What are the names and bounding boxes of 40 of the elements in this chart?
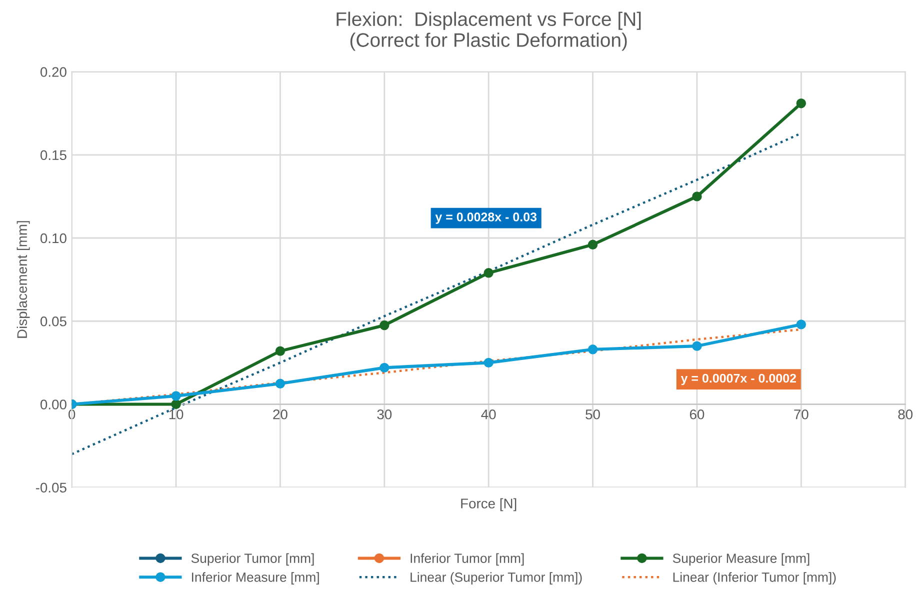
x-tick-label: 40: [481, 409, 496, 420]
point: [380, 320, 390, 330]
y-axis-title: Displacement [mm]: [16, 221, 30, 338]
point: [692, 192, 702, 202]
x-tick-label: 20: [273, 409, 288, 420]
legend-label: Inferior Tumor [mm]: [410, 553, 524, 566]
x-tick-label: 0: [68, 409, 76, 420]
x-axis-title: Force [N]: [461, 498, 516, 512]
x-tick-label: 50: [586, 409, 600, 420]
point: [796, 98, 806, 108]
y-tick-label: 0.20: [40, 67, 66, 77]
legend-label: Linear (Inferior Tumor [mm]): [673, 572, 836, 584]
point: [275, 378, 286, 388]
x-tick-label: 70: [794, 409, 808, 420]
point: [588, 344, 598, 354]
legend-label: Superior Tumor [mm]: [191, 553, 314, 566]
point: [380, 362, 390, 373]
legend-label: Superior Measure [mm]: [672, 553, 810, 566]
point: [171, 399, 181, 410]
x-tick-label: 10: [169, 409, 184, 420]
y-tick-label: 0.05: [40, 316, 66, 326]
point: [484, 268, 494, 278]
point: [484, 358, 494, 368]
point: [588, 240, 598, 250]
annotation: y = 0.0007x - 0.0002: [680, 374, 796, 386]
x-tick-label: 30: [377, 409, 392, 420]
x-tick-label: 60: [690, 409, 704, 420]
point: [796, 320, 806, 330]
point: [171, 391, 181, 401]
point: [692, 341, 702, 351]
point: [275, 346, 286, 356]
annotation: y = 0.0028x - 0.03: [435, 212, 537, 224]
y-tick-label: 0.15: [40, 150, 66, 160]
y-tick-label: -0.05: [36, 482, 66, 493]
x-tick-label: 80: [898, 409, 913, 420]
y-tick-label: 0.00: [40, 400, 66, 410]
legend-label: Linear (Superior Tumor [mm]): [410, 572, 582, 584]
legend-label: Inferior Measure [mm]: [192, 572, 319, 584]
chart-title: Flexion: Displacement vs Force [N] (Correct for Plastic Deformation): [336, 12, 641, 51]
y-tick-label: 0.10: [40, 233, 66, 244]
